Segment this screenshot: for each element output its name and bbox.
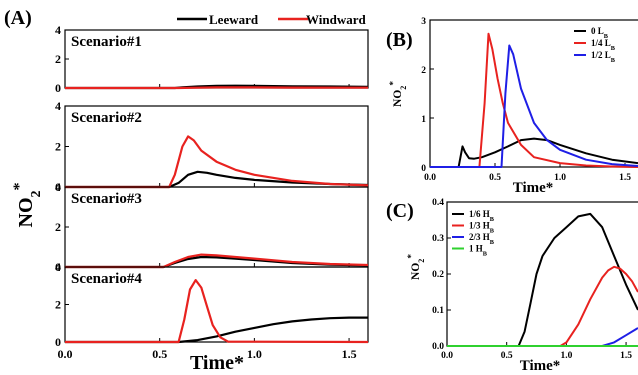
x-tick-label: 1.5 <box>619 173 631 183</box>
series-line-c1 <box>447 265 638 347</box>
series-line-leeward <box>65 170 369 189</box>
legend-label: 1/3 HB <box>469 221 495 235</box>
y-axis-label: NO2* <box>406 254 426 280</box>
y-tick-label: 2 <box>55 298 61 312</box>
y-tick-label: 0 <box>55 335 61 349</box>
legend-label: Windward <box>306 12 366 27</box>
x-tick-label: 1.0 <box>247 347 262 361</box>
y-tick-label: 0 <box>421 164 426 174</box>
x-axis-label: Time* <box>520 358 561 370</box>
legend-label: 1/4 LB <box>591 38 616 52</box>
y-tick-label: 2 <box>55 140 61 154</box>
legend-label: Leeward <box>209 12 259 27</box>
y-tick-label: 4 <box>55 99 61 113</box>
y-tick-label: 1 <box>421 115 426 125</box>
panel-c-label: (C) <box>386 200 414 222</box>
scenario-title: Scenario#4 <box>71 271 142 287</box>
x-axis-label: Time* <box>513 180 554 196</box>
y-tick-label: 0.4 <box>432 198 444 208</box>
y-tick-label: 0.3 <box>432 234 444 244</box>
panel-b-label: (B) <box>386 29 413 51</box>
x-tick-label: 1.5 <box>342 347 357 361</box>
y-tick-label: 0 <box>55 180 61 194</box>
scenario-title: Scenario#1 <box>71 34 142 50</box>
y-tick-label: 0.0 <box>432 342 444 352</box>
panel-a-label: (A) <box>4 7 32 29</box>
series-line-b2 <box>430 44 638 168</box>
x-tick-label: 0.5 <box>489 173 501 183</box>
y-tick-label: 0.1 <box>432 306 444 316</box>
series-line-windward <box>65 253 369 269</box>
y-axis-label: NO2* <box>388 81 408 107</box>
x-tick-label: 0.0 <box>424 173 436 183</box>
series-line-b1 <box>430 32 638 168</box>
y-tick-label: 0 <box>55 260 61 274</box>
series-line-c0 <box>447 212 638 347</box>
legend-label: 1 HB <box>469 244 488 258</box>
y-tick-label: 0 <box>55 81 61 95</box>
series-line-windward <box>65 86 369 90</box>
x-tick-label: 1.0 <box>554 173 566 183</box>
series-line-leeward <box>65 316 368 344</box>
y-axis-label: NO2* <box>11 183 44 228</box>
y-tick-label: 2 <box>421 66 426 76</box>
legend-label: 1/6 HB <box>469 209 495 223</box>
x-tick-label: 0.5 <box>152 347 167 361</box>
y-tick-label: 0.2 <box>432 270 444 280</box>
series-line-c2 <box>447 327 638 347</box>
series-line-windward <box>65 279 369 344</box>
panel-b-frame <box>429 19 638 168</box>
y-tick-label: 4 <box>55 260 61 274</box>
y-tick-label: 2 <box>55 220 61 234</box>
x-tick-label: 0.5 <box>501 351 513 361</box>
x-axis-label: Time* <box>190 352 244 370</box>
x-tick-label: 0.0 <box>441 351 453 361</box>
series-line-windward <box>65 135 369 189</box>
legend-label: 1/2 LB <box>591 50 616 64</box>
series-line-leeward <box>65 255 369 269</box>
x-tick-label: 0.0 <box>58 347 73 361</box>
legend-label: 2/3 HB <box>469 232 495 246</box>
x-tick-label: 1.0 <box>560 351 572 361</box>
scenario-title: Scenario#3 <box>71 191 142 207</box>
y-tick-label: 3 <box>421 17 426 27</box>
y-tick-label: 4 <box>55 23 61 37</box>
x-tick-label: 1.5 <box>620 351 632 361</box>
scenario-title: Scenario#2 <box>71 110 142 126</box>
y-tick-label: 4 <box>55 180 61 194</box>
legend-label: 0 LB <box>591 26 609 40</box>
y-tick-label: 2 <box>55 52 61 66</box>
